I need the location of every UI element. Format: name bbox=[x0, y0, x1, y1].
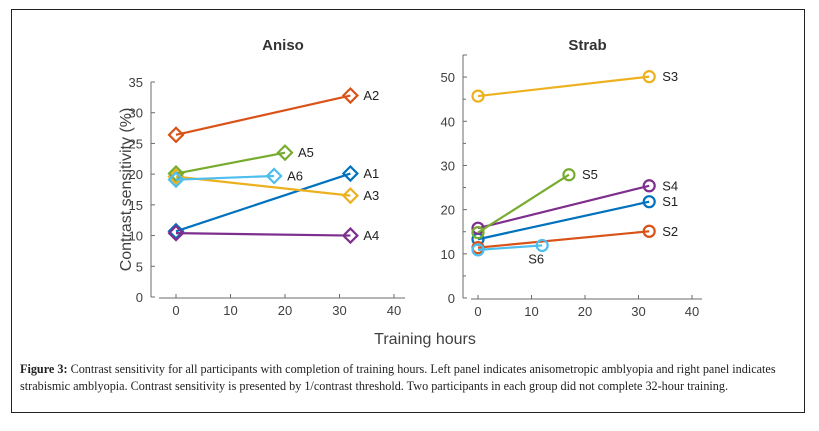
series-line-A4 bbox=[175, 232, 351, 237]
caption-text: Contrast sensitivity for all participant… bbox=[20, 362, 776, 393]
x-tick-label: 0 bbox=[172, 303, 179, 318]
series-label-A2: A2 bbox=[363, 88, 379, 103]
x-tick-label: 10 bbox=[524, 304, 538, 319]
data-point-A1 bbox=[341, 164, 359, 183]
data-point-A3 bbox=[167, 168, 185, 186]
series-line-A1 bbox=[175, 172, 351, 233]
series-label-A5: A5 bbox=[298, 145, 314, 160]
series-label-S4: S4 bbox=[662, 178, 678, 193]
y-tick-label: 5 bbox=[136, 259, 143, 274]
series-label-A4: A4 bbox=[363, 228, 379, 243]
figure-frame bbox=[11, 9, 805, 413]
data-point-S6 bbox=[471, 243, 485, 257]
y-tick-label: 0 bbox=[448, 291, 455, 306]
x-tick-label: 30 bbox=[332, 303, 346, 318]
data-point-A4 bbox=[167, 224, 185, 242]
x-tick-label: 0 bbox=[474, 304, 481, 319]
series-label-S2: S2 bbox=[662, 224, 678, 239]
data-point-S2 bbox=[642, 224, 656, 238]
data-point-A2 bbox=[341, 86, 359, 105]
series-label-S5: S5 bbox=[582, 167, 598, 182]
data-point-A4 bbox=[341, 227, 359, 245]
y-tick-label: 0 bbox=[136, 290, 143, 305]
series-label-S6: S6 bbox=[528, 251, 544, 266]
data-point-A1 bbox=[167, 222, 185, 240]
x-tick-label: 30 bbox=[631, 304, 645, 319]
series-line-S1 bbox=[477, 200, 650, 241]
caption-label: Figure 3: bbox=[20, 362, 68, 376]
series-label-A6: A6 bbox=[287, 168, 303, 183]
x-tick-label: 20 bbox=[578, 304, 592, 319]
y-tick-label: 20 bbox=[129, 167, 143, 182]
data-point-A6 bbox=[265, 167, 283, 185]
data-point-S4 bbox=[642, 179, 656, 193]
series-label-S3: S3 bbox=[662, 69, 678, 84]
panel-title: Aniso bbox=[262, 37, 304, 54]
y-tick-label: 40 bbox=[441, 114, 455, 129]
series-line-S4 bbox=[477, 184, 650, 230]
series-line-A6 bbox=[175, 174, 275, 181]
data-point-S3 bbox=[642, 70, 656, 84]
series-line-S2 bbox=[477, 230, 650, 249]
figure-caption: Figure 3: Contrast sensitivity for all p… bbox=[20, 361, 800, 394]
x-tick-label: 20 bbox=[278, 303, 292, 318]
series-line-S6 bbox=[477, 244, 543, 251]
data-point-S3 bbox=[471, 89, 485, 103]
data-point-S6 bbox=[535, 238, 549, 253]
x-tick-label: 40 bbox=[387, 303, 401, 318]
y-tick-label: 10 bbox=[441, 247, 455, 262]
x-tick-label: 10 bbox=[223, 303, 237, 318]
data-point-A3 bbox=[341, 187, 359, 205]
y-axis-label: Contrast sensitivity (%) bbox=[118, 108, 135, 272]
panel-aniso: Aniso 0 5 10 15 20 25 30 35 0 10 20 30 40 Contrast sen… bbox=[118, 37, 405, 318]
series-label-A1: A1 bbox=[363, 166, 379, 181]
y-tick-label: 30 bbox=[441, 158, 455, 173]
series-label-S1: S1 bbox=[662, 194, 678, 209]
x-axis-label: Training hours bbox=[374, 331, 476, 348]
data-point-A6 bbox=[167, 171, 185, 189]
y-tick-label: 30 bbox=[129, 106, 143, 121]
y-tick-label: 15 bbox=[129, 198, 143, 213]
data-point-A5 bbox=[276, 144, 294, 162]
y-tick-label: 10 bbox=[129, 229, 143, 244]
series-line-A3 bbox=[175, 175, 351, 197]
x-tick-label: 40 bbox=[685, 304, 699, 319]
panel-strab: Strab 0 10 20 30 40 50 0 10 20 30 40 S1 S2 S3 S4 S5 S6 bbox=[441, 37, 702, 319]
series-line-S3 bbox=[477, 75, 650, 98]
data-point-A5 bbox=[167, 164, 185, 183]
series-line-A2 bbox=[175, 94, 351, 136]
y-tick-label: 50 bbox=[441, 70, 455, 85]
data-point-S5 bbox=[562, 168, 576, 182]
data-point-A2 bbox=[167, 126, 185, 144]
y-tick-label: 20 bbox=[441, 203, 455, 218]
series-label-A3: A3 bbox=[363, 188, 379, 203]
series-line-A5 bbox=[175, 151, 286, 175]
series-line-S5 bbox=[477, 173, 570, 234]
y-tick-label: 35 bbox=[129, 75, 143, 90]
data-point-S5 bbox=[471, 226, 485, 240]
panel-title: Strab bbox=[568, 37, 606, 54]
data-point-S1 bbox=[642, 195, 656, 209]
y-tick-label: 25 bbox=[129, 136, 143, 151]
